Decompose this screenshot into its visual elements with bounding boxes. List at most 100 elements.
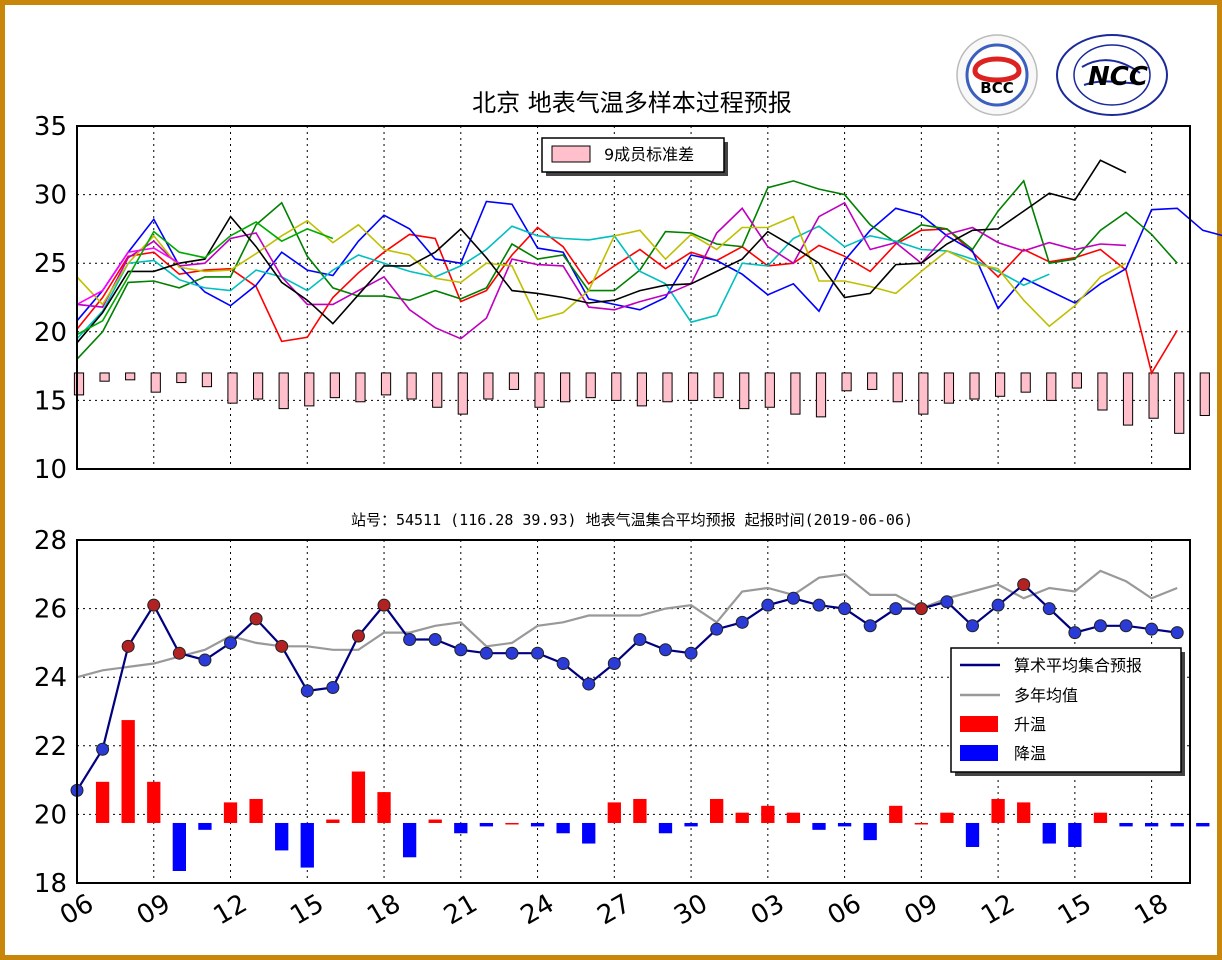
cold-bar	[454, 822, 468, 834]
mean-point-cold	[505, 646, 519, 660]
std-bar	[1122, 372, 1134, 426]
cold-bar	[275, 822, 289, 851]
std-bar	[560, 372, 571, 403]
std-bar	[227, 372, 238, 404]
bottom-ytick-label: 20	[34, 800, 67, 830]
warm-bar	[1017, 802, 1031, 823]
std-bar	[687, 372, 699, 401]
mean-points	[70, 578, 1184, 797]
std-bar	[969, 372, 980, 400]
legend-label-warm: 升温	[1014, 715, 1046, 734]
std-bar	[764, 372, 775, 408]
cold-bar	[863, 822, 877, 841]
member-line-9	[76, 221, 334, 336]
std-bar	[329, 372, 340, 399]
std-bar	[99, 372, 110, 382]
warm-bar	[735, 812, 749, 823]
std-bar	[508, 372, 520, 390]
member-line-3	[76, 179, 1178, 360]
mean-point-cold	[838, 602, 852, 616]
warm-bar	[377, 792, 391, 823]
std-bar	[432, 372, 443, 408]
climatology-line	[76, 569, 1178, 679]
mean-point-cold	[479, 646, 493, 660]
bottom-ytick-label: 22	[34, 732, 67, 762]
top-plot-frame	[76, 125, 1191, 470]
bottom-xtick-label: 12	[209, 889, 253, 932]
mean-point-warm	[914, 602, 928, 616]
mean-point-cold	[1145, 622, 1159, 636]
bottom-xtick-label: 03	[746, 889, 790, 932]
mean-point-warm	[275, 639, 289, 653]
mean-point-warm	[1017, 578, 1031, 592]
legend-swatch-cold	[960, 745, 998, 761]
std-bar	[713, 372, 724, 399]
bcc-logo-text: BCC	[980, 79, 1013, 97]
member-line-1	[76, 226, 1178, 376]
bottom-xtick-label: 30	[669, 889, 713, 932]
bottom-ytick-label: 28	[34, 526, 67, 556]
bottom-legend: 算术平均集合预报 多年均值 升温 降温	[950, 647, 1185, 776]
bottom-xtick-label: 09	[132, 889, 176, 932]
std-bar	[1071, 372, 1082, 389]
std-bar	[1020, 372, 1031, 393]
ncc-logo: NCC	[1056, 34, 1168, 116]
member-line-8	[76, 247, 180, 306]
bottom-xtick-label: 21	[439, 889, 483, 932]
cold-bar	[1119, 822, 1133, 827]
ncc-logo-text: NCC	[1088, 62, 1148, 92]
std-bar	[790, 372, 801, 415]
legend-swatch-warm	[960, 716, 998, 732]
member-line-7	[76, 159, 1127, 344]
top-ytick-label: 25	[34, 249, 67, 279]
mean-point-cold	[454, 643, 468, 657]
mean-point-warm	[172, 646, 186, 660]
mean-point-cold	[300, 684, 314, 698]
std-bar	[636, 372, 648, 407]
bottom-chart-title: 站号：54511 (116.28 39.93) 地表气温集合平均预报 起报时间(…	[351, 511, 913, 529]
std-bar	[918, 372, 929, 415]
bottom-xtick-label: 15	[1053, 889, 1097, 932]
top-plot-border	[76, 125, 1191, 470]
std-bar	[994, 372, 1006, 397]
mean-point-cold	[556, 656, 570, 670]
mean-point-cold	[1068, 626, 1082, 640]
top-y-ticks: 10 15 20 25 30 35	[34, 112, 67, 485]
cold-bar	[582, 822, 596, 844]
std-bar	[406, 372, 417, 400]
warm-bar	[428, 819, 442, 823]
warm-bar	[505, 822, 519, 825]
bottom-xtick-label: 24	[516, 889, 560, 932]
mean-point-cold	[1119, 619, 1133, 633]
member-lines	[76, 159, 1222, 376]
bottom-xtick-label: 15	[285, 889, 329, 932]
std-bar	[1174, 372, 1185, 434]
warm-bar	[889, 805, 903, 823]
std-bar	[1097, 372, 1108, 411]
legend-label-clim: 多年均值	[1014, 686, 1078, 705]
warm-bar	[761, 805, 775, 823]
mean-point-cold	[940, 595, 954, 609]
warm-bar	[991, 798, 1005, 823]
warm-bar	[1093, 812, 1108, 823]
change-bars	[95, 720, 1210, 871]
legend-label-std: 9成员标准差	[604, 145, 694, 164]
warm-bar	[223, 802, 238, 823]
cold-bar	[300, 822, 314, 868]
std-bar	[611, 372, 622, 401]
mean-point-cold	[863, 619, 877, 633]
member-line-5	[76, 201, 1127, 340]
mean-point-cold	[991, 598, 1005, 612]
std-bar	[1199, 372, 1210, 416]
std-bar	[585, 372, 596, 399]
std-bar	[867, 372, 878, 390]
warm-bar	[326, 819, 340, 823]
mean-point-cold	[1093, 619, 1107, 633]
bottom-xtick-label: 27	[592, 889, 636, 932]
std-bar	[815, 372, 827, 418]
std-bar	[457, 372, 468, 415]
std-bars	[73, 372, 1210, 434]
cold-bar	[1196, 822, 1210, 827]
cold-bar	[479, 822, 494, 827]
std-bar	[380, 372, 392, 396]
